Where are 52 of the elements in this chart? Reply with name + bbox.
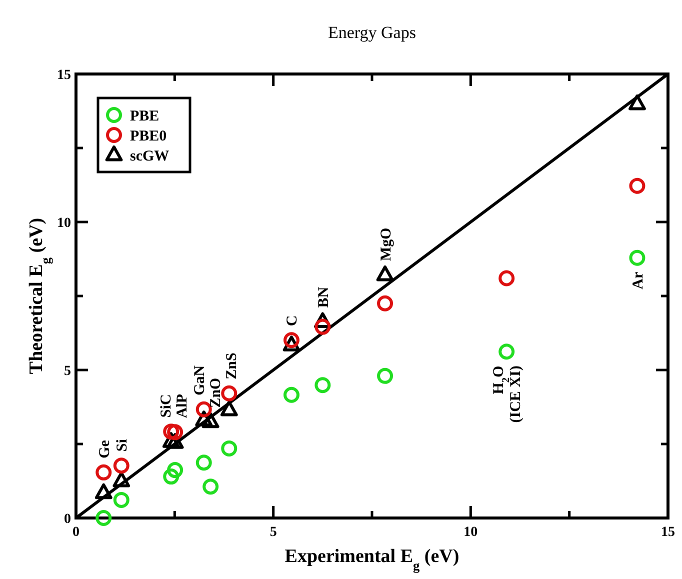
point (163, 424, 180, 440)
point (96, 510, 112, 526)
annotation: Ar (630, 271, 646, 290)
y-tick-label: 5 (64, 364, 71, 379)
y-tick-label: 15 (57, 68, 71, 83)
y-tick-label: 10 (57, 216, 71, 231)
point (196, 401, 212, 418)
point (221, 440, 238, 456)
x-tick-label: 5 (270, 525, 277, 540)
annotation: SiC (158, 394, 174, 418)
annotation: BN (316, 286, 332, 308)
point (113, 458, 130, 474)
point (377, 295, 394, 312)
point (629, 250, 646, 266)
point (202, 412, 220, 428)
point (377, 368, 394, 384)
point (314, 377, 331, 394)
point (628, 94, 646, 110)
annotation: C (284, 315, 301, 326)
point (314, 318, 331, 335)
point (498, 270, 515, 286)
point (283, 386, 300, 403)
legend-label: scGW (130, 148, 170, 164)
point (629, 178, 646, 194)
chart-title: Energy Gaps (328, 23, 416, 42)
point (163, 468, 180, 485)
x-axis-title: Experimental E$_{g}$ (eV) (284, 546, 460, 572)
point (376, 265, 394, 282)
annotation: Si (114, 439, 131, 452)
y-tick-label: 0 (64, 512, 71, 527)
x-tick-label: 15 (661, 525, 675, 540)
point (283, 332, 300, 348)
annotation: ZnS (224, 352, 240, 380)
point (167, 462, 184, 478)
point (96, 464, 112, 480)
point (94, 483, 112, 500)
point (196, 454, 212, 471)
annotation: AlP (174, 394, 190, 418)
legend-label: PBE0 (130, 128, 167, 144)
annotation: ZnO (208, 378, 224, 408)
annotation: Ge (96, 440, 113, 458)
point (112, 472, 130, 488)
point (167, 424, 184, 440)
annotation: MgO (378, 228, 394, 261)
point (202, 478, 219, 495)
point (221, 385, 238, 402)
x-tick-label: 10 (464, 525, 478, 540)
point (498, 344, 515, 360)
annotation: GaN (192, 365, 208, 396)
point (220, 400, 238, 416)
legend-label: PBE (130, 108, 160, 124)
point (113, 492, 130, 508)
